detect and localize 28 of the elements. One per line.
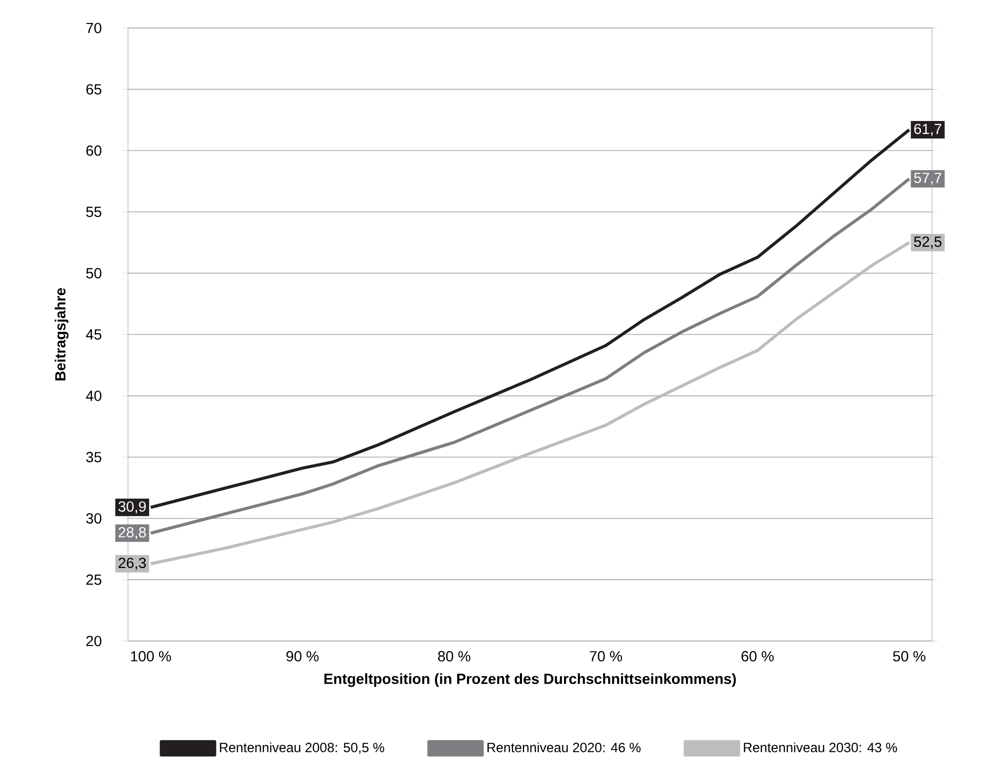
x-tick-label: 60 % (742, 651, 774, 662)
y-tick-label: 55 (86, 206, 102, 218)
y-tick-label: 20 (86, 636, 102, 646)
y-tick-label: 35 (86, 452, 102, 462)
y-tick-label: 25 (86, 574, 102, 585)
data-label: 61,7 (914, 124, 942, 136)
data-label: 30,9 (118, 501, 146, 514)
legend-label: Rentenniveau 2020: 46 % (487, 742, 641, 752)
y-tick-label: 40 (86, 390, 102, 401)
data-label: 26,3 (118, 558, 146, 570)
data-label: 52,5 (914, 236, 942, 249)
y-tick-label: 30 (86, 513, 102, 524)
legend-label: Rentenniveau 2008: 50,5 % (220, 742, 384, 754)
x-axis-title: Entgeltposition (in Prozent des Durchschnittseinkommens) (324, 673, 736, 687)
y-tick-label: 70 (86, 22, 102, 34)
y-tick-label: 65 (86, 84, 102, 94)
x-tick-label: 70 % (590, 651, 622, 662)
legend-label: Rentenniveau 2030: 43 % (744, 742, 898, 752)
data-label: 57,7 (914, 172, 942, 185)
x-tick-label: 100 % (131, 651, 171, 662)
x-tick-label: 90 % (286, 651, 319, 662)
y-tick-label: 60 (86, 145, 102, 156)
y-tick-label: 45 (86, 329, 102, 340)
data-label: 28,8 (118, 527, 146, 540)
y-axis-title: Beitragsjahre (54, 288, 68, 380)
y-tick-label: 50 (86, 268, 102, 278)
x-tick-label: 50 % (893, 651, 926, 662)
x-tick-label: 80 % (438, 651, 470, 662)
